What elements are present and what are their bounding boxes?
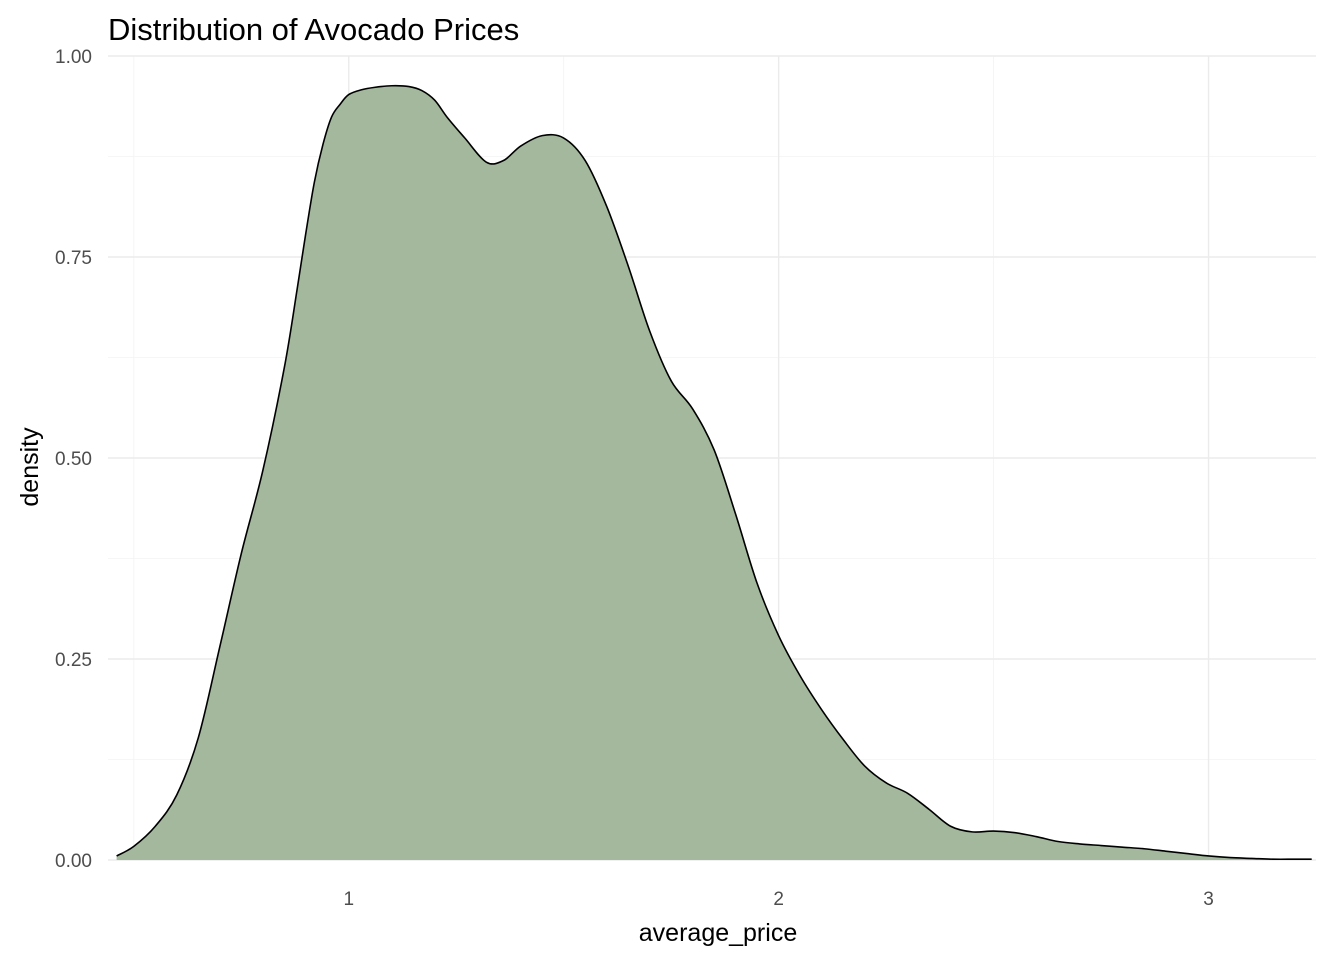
x-tick-label: 2 [773, 889, 784, 910]
y-axis-tick-labels: 0.00 0.25 0.50 0.75 1.00 [55, 47, 92, 872]
x-tick-label: 3 [1203, 889, 1214, 910]
y-axis-label: density [16, 427, 44, 507]
density-area [116, 85, 1312, 861]
plot-area [116, 84, 1312, 861]
chart-title: Distribution of Avocado Prices [108, 12, 519, 47]
y-tick-label: 0.75 [55, 248, 92, 269]
density-line [116, 84, 1312, 861]
y-tick-label: 0.00 [55, 851, 92, 872]
y-tick-label: 0.50 [55, 449, 92, 470]
x-tick-label: 1 [343, 889, 354, 910]
y-tick-label: 0.25 [55, 650, 92, 671]
x-axis-tick-labels: 1 2 3 [343, 889, 1213, 910]
y-tick-label: 1.00 [55, 47, 92, 68]
x-axis-label: average_price [639, 919, 797, 947]
